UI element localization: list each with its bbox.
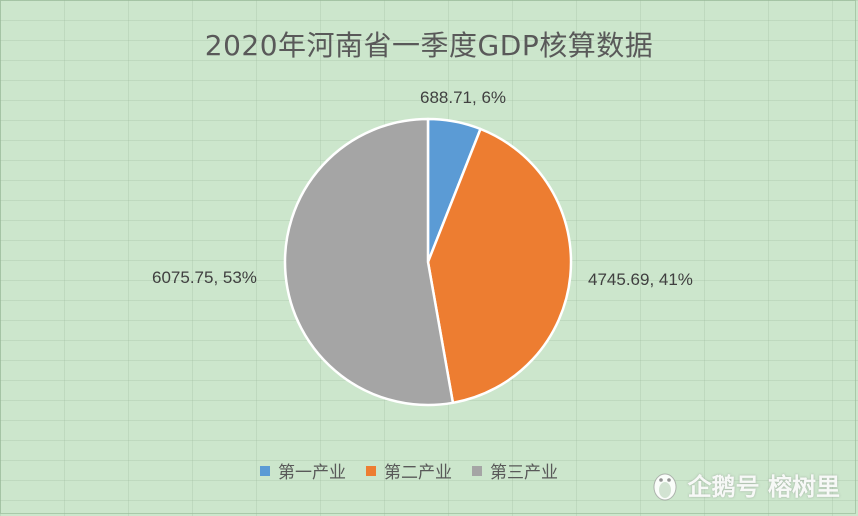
- watermark-text: 企鹅号 榕树里: [687, 473, 840, 501]
- pie-slice-tertiary: [283, 117, 455, 407]
- watermark: 企鹅号 榕树里: [650, 467, 840, 502]
- legend-swatch-tertiary: [472, 465, 482, 476]
- legend-swatch-primary: [260, 465, 270, 476]
- legend-label-tertiary: 第三产业: [490, 463, 558, 483]
- legend-label-secondary: 第二产业: [384, 463, 452, 483]
- penguin-icon: [653, 473, 677, 500]
- legend-item-tertiary: 第三产业: [472, 458, 558, 483]
- data-label-secondary: 4745.69, 41%: [588, 270, 693, 289]
- legend-item-primary: 第一产业: [260, 458, 346, 483]
- legend-item-secondary: 第二产业: [366, 458, 452, 483]
- legend-label-primary: 第一产业: [278, 463, 346, 483]
- data-label-tertiary: 6075.75, 53%: [152, 268, 257, 287]
- pie-slice-secondary: [426, 127, 573, 405]
- chart-legend: 第一产业 第二产业 第三产业: [260, 458, 558, 483]
- legend-swatch-secondary: [366, 465, 376, 476]
- chart-title: 2020年河南省一季度GDP核算数据: [204, 29, 654, 62]
- data-label-primary: 688.71, 6%: [420, 88, 507, 107]
